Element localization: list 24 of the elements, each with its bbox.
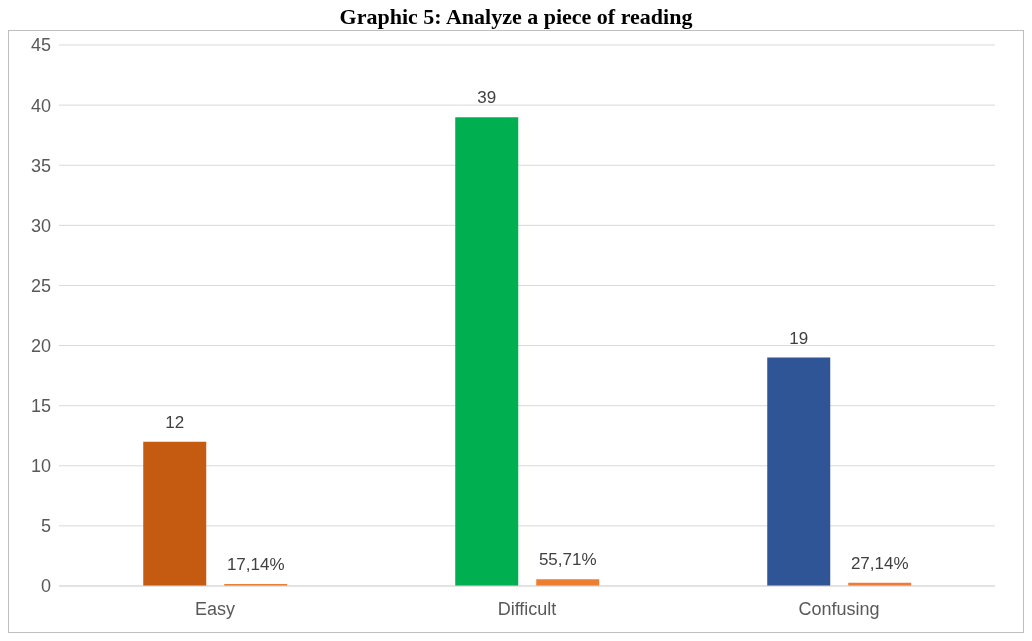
data-label: 19 [789, 328, 809, 348]
y-tick-label: 30 [30, 215, 51, 236]
bar [455, 117, 519, 586]
y-tick-label: 25 [30, 275, 51, 296]
y-tick-label: 10 [30, 456, 51, 477]
y-tick-label: 0 [40, 576, 51, 597]
bar [767, 357, 831, 586]
bar [143, 441, 207, 586]
y-tick-label: 20 [30, 335, 51, 356]
y-tick-label: 35 [30, 155, 51, 176]
y-tick-label: 45 [30, 35, 51, 56]
data-label: 55,71% [538, 550, 597, 570]
y-tick-label: 15 [30, 396, 51, 417]
data-label: 39 [477, 88, 497, 108]
data-label: 12 [165, 412, 185, 432]
bar [536, 579, 600, 586]
chart-title: Graphic 5: Analyze a piece of reading [338, 4, 694, 30]
y-tick-label: 5 [40, 516, 51, 537]
data-label: 27,14% [850, 553, 909, 573]
data-label: 17,14% [226, 554, 285, 574]
y-tick-label: 40 [30, 95, 51, 116]
x-tick-label: Difficult [497, 598, 557, 619]
x-tick-label: Confusing [798, 598, 880, 619]
x-tick-label: Easy [194, 598, 236, 619]
